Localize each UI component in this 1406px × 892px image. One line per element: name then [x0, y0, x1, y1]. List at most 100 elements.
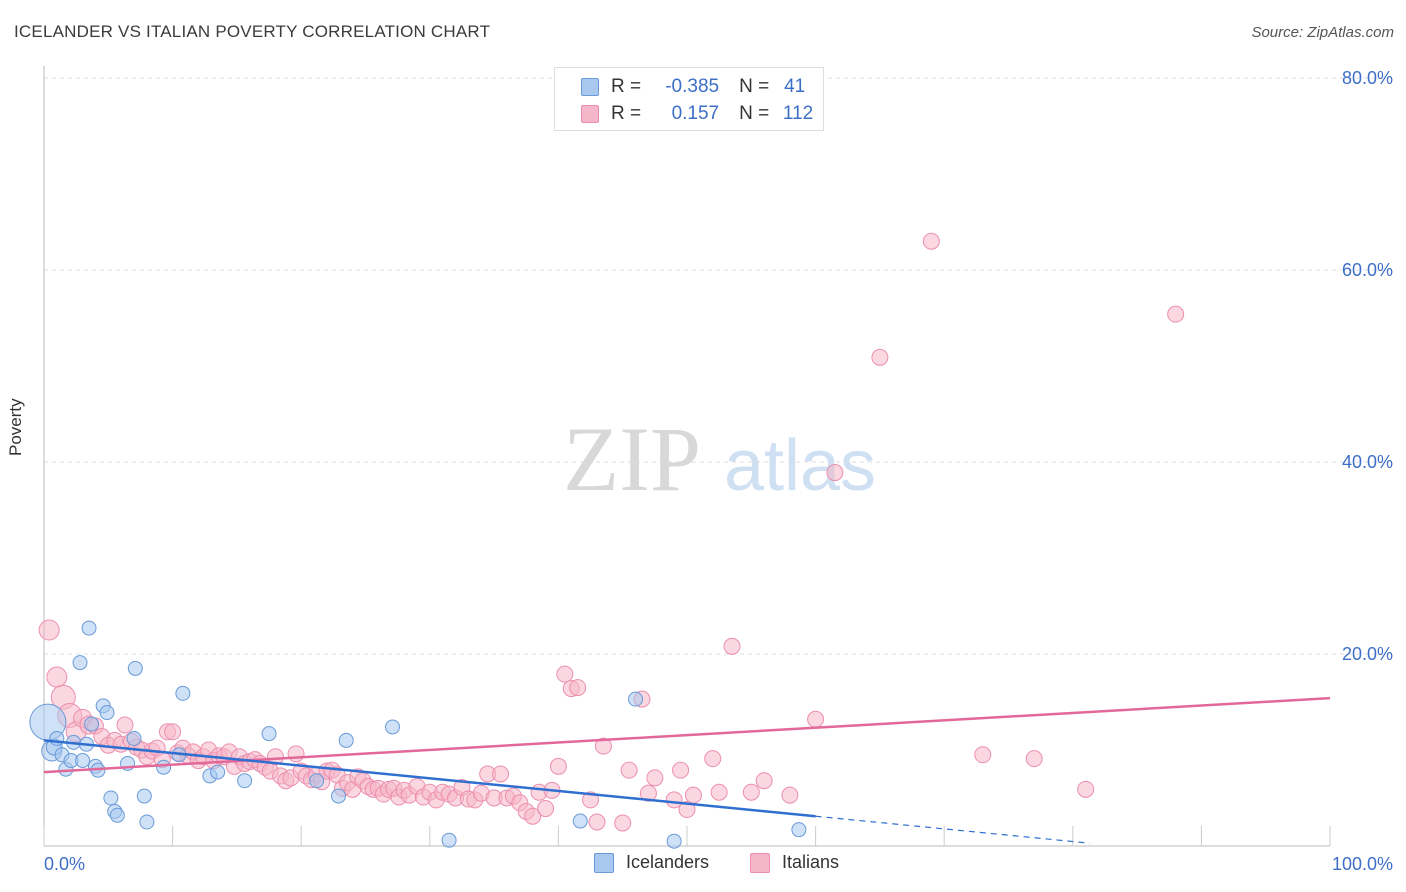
italians-point-116: [974, 746, 992, 764]
x-tick-label-1: 100.0%: [1332, 854, 1393, 874]
icelanders-point-39: [666, 833, 682, 849]
icelanders-point-24: [139, 814, 155, 830]
correlation-legend: R = -0.385 N = 41 R = 0.157 N = 112: [554, 67, 824, 131]
italians-point-41: [266, 748, 284, 766]
italians-n-value: 112: [782, 103, 814, 124]
watermark: ZIP atlas: [563, 408, 876, 510]
legend-italians: Italians: [750, 852, 839, 873]
y-tick-label-3: 80.0%: [1342, 68, 1393, 88]
y-tick-label-1: 40.0%: [1342, 452, 1393, 472]
chart-title: ICELANDER VS ITALIAN POVERTY CORRELATION…: [14, 22, 491, 41]
italians-point-100: [639, 784, 657, 802]
icelanders-point-38: [628, 691, 644, 707]
legend-row-italians: R = 0.157 N = 112: [555, 100, 813, 128]
y-tick-label-2: 60.0%: [1342, 260, 1393, 280]
icelanders-point-23: [136, 788, 152, 804]
icelanders-point-33: [330, 788, 346, 804]
italians-point-107: [710, 783, 728, 801]
italians-point-105: [684, 786, 702, 804]
italians-point-104: [678, 801, 696, 819]
italians-point-109: [742, 783, 760, 801]
italians-r-value: 0.157: [671, 103, 720, 124]
italians-point-86: [524, 807, 542, 825]
italians-point-97: [614, 814, 632, 832]
italians-point-96: [594, 737, 612, 755]
icelanders-trend-line: [43, 739, 816, 818]
icelanders-point-25: [156, 759, 172, 775]
italians-point-112: [807, 710, 825, 728]
tick-labels: 20.0% 40.0% 60.0% 80.0% 0.0% 100.0%: [44, 68, 1393, 874]
italians-point-98: [620, 761, 638, 779]
icelanders-point-9: [75, 753, 91, 769]
italians-point-1: [46, 666, 68, 688]
italians-point-21: [164, 723, 182, 741]
icelanders-swatch: [581, 78, 599, 96]
legend-icelanders-label: Icelanders: [626, 852, 710, 872]
legend-icelanders-swatch: [594, 852, 614, 873]
italians-trend-line: [43, 696, 1331, 774]
icelanders-point-11: [81, 620, 97, 636]
italians-point-12: [116, 716, 134, 734]
italians-point-110: [755, 772, 773, 790]
icelanders-point-27: [175, 685, 191, 701]
legend-italians-swatch: [750, 852, 770, 873]
italians-points: [38, 232, 1185, 832]
icelanders-point-32: [309, 773, 325, 789]
italians-point-88: [537, 800, 555, 818]
italians-n-label: N =: [739, 103, 770, 124]
icelanders-point-30: [237, 773, 253, 789]
legend-icelanders: Icelanders: [594, 852, 709, 873]
icelanders-trend-extension: [815, 815, 1090, 844]
axes: [43, 66, 1331, 847]
italians-point-115: [922, 232, 940, 250]
italians-point-95: [588, 813, 606, 831]
italians-point-91: [556, 665, 574, 683]
icelanders-point-22: [127, 660, 143, 676]
icelanders-point-37: [572, 813, 588, 829]
italians-point-114: [871, 348, 889, 366]
legend-italians-label: Italians: [782, 852, 840, 872]
italians-point-94: [582, 791, 600, 809]
icelanders-point-19: [109, 807, 125, 823]
watermark-atlas: atlas: [724, 426, 876, 506]
icelanders-point-40: [791, 822, 807, 838]
italians-point-93: [569, 679, 587, 697]
italians-point-117: [1025, 750, 1043, 768]
icelanders-n-value: 41: [784, 76, 806, 97]
icelanders-point-35: [385, 719, 401, 735]
italians-point-119: [1167, 305, 1185, 323]
italians-point-45: [287, 745, 305, 763]
watermark-zip: ZIP: [563, 408, 701, 510]
y-tick-label-0: 20.0%: [1342, 644, 1393, 664]
italians-point-118: [1077, 780, 1095, 798]
italians-point-103: [672, 761, 690, 779]
chart-source: Source: ZipAtlas.com: [1251, 24, 1394, 41]
italians-swatch: [581, 105, 599, 123]
trend-lines: [43, 696, 1331, 844]
legend-row-icelanders: R = -0.385 N = 41: [555, 73, 805, 101]
icelanders-point-21: [126, 730, 142, 746]
icelanders-point-34: [338, 732, 354, 748]
italians-point-106: [704, 750, 722, 768]
icelanders-point-17: [103, 790, 119, 806]
gridlines: [44, 77, 1392, 655]
italians-point-81: [492, 765, 510, 783]
italians-point-113: [826, 464, 844, 482]
italians-r-label: R =: [611, 103, 642, 124]
italians-point-108: [723, 637, 741, 655]
icelanders-n-label: N =: [739, 76, 770, 97]
icelanders-r-label: R =: [611, 76, 642, 97]
italians-point-90: [549, 757, 567, 775]
icelanders-point-16: [99, 705, 115, 721]
icelanders-point-36: [441, 832, 457, 848]
italians-point-0: [38, 619, 60, 641]
italians-point-101: [646, 769, 664, 787]
icelanders-point-12: [84, 716, 100, 732]
icelanders-r-value: -0.385: [665, 76, 720, 97]
icelanders-point-31: [261, 726, 277, 742]
icelanders-point-29: [210, 764, 226, 780]
italians-point-111: [781, 786, 799, 804]
icelanders-point-8: [72, 655, 88, 671]
x-tick-label-0: 0.0%: [44, 854, 85, 874]
